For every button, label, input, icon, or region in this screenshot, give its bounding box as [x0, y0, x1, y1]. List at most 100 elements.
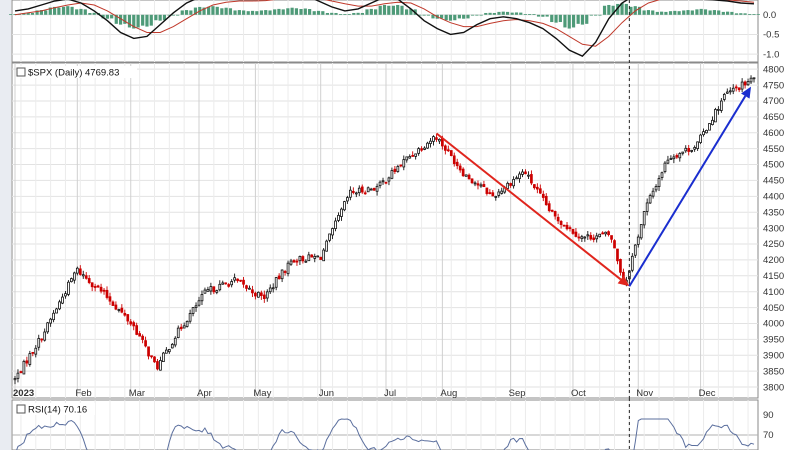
macd-histogram-bar	[396, 4, 400, 15]
candlestick	[506, 181, 510, 189]
macd-histogram-bar	[686, 10, 690, 15]
macd-histogram-bar	[756, 14, 760, 15]
candlestick	[354, 191, 358, 198]
macd-histogram-bar	[136, 14, 140, 28]
candlestick	[473, 181, 477, 187]
macd-histogram-bar	[39, 10, 43, 15]
macd-histogram-bar	[101, 14, 105, 19]
macd-histogram-bar	[497, 11, 501, 15]
macd-histogram-bar	[233, 10, 237, 15]
macd-axis-tick-label: -0.5	[763, 30, 779, 41]
candlestick	[58, 299, 61, 311]
macd-histogram-bar	[708, 10, 712, 15]
candlestick	[277, 273, 281, 280]
candlestick	[197, 296, 201, 307]
candlestick	[349, 186, 352, 201]
macd-histogram-bar	[717, 10, 721, 15]
macd-histogram-bar	[343, 14, 347, 15]
macd-histogram-bar	[110, 14, 114, 19]
macd-histogram-bar	[224, 7, 228, 15]
candlestick	[509, 182, 512, 188]
candlestick	[636, 234, 640, 248]
candlestick	[28, 350, 32, 367]
candlestick	[188, 309, 192, 324]
month-label: Sep	[509, 388, 526, 399]
month-label: Nov	[636, 388, 653, 399]
macd-histogram-bar	[35, 10, 39, 15]
price-axis-tick-label: 4500	[763, 160, 784, 171]
macd-histogram-bar	[48, 7, 52, 15]
macd-histogram-bar	[127, 14, 132, 28]
macd-histogram-bar	[589, 14, 593, 16]
macd-axis-tick-label: 0.0	[763, 10, 776, 21]
macd-histogram-bar	[620, 3, 624, 15]
candlestick	[544, 193, 548, 206]
candlestick	[233, 273, 236, 283]
macd-histogram-bar	[325, 12, 330, 15]
macd-histogram-bar	[571, 14, 576, 28]
candlestick	[162, 351, 165, 362]
candlestick	[432, 135, 435, 146]
candlestick	[458, 163, 462, 173]
price-axis-tick-label: 4250	[763, 239, 784, 250]
candlestick	[218, 280, 222, 292]
candlestick	[639, 224, 643, 240]
macd-histogram-bar	[616, 3, 620, 15]
macd-histogram-bar	[726, 11, 730, 15]
macd-histogram-bar	[563, 14, 567, 28]
candlestick	[251, 285, 254, 298]
candlestick	[443, 144, 447, 155]
down-trend-arrow	[435, 132, 630, 287]
candlestick	[135, 322, 139, 336]
candlestick	[150, 355, 153, 359]
macd-histogram-bar	[448, 14, 453, 21]
candlestick	[687, 144, 691, 156]
candlestick	[73, 271, 76, 284]
candlestick	[648, 193, 652, 204]
candlestick	[283, 269, 287, 276]
legend-marker	[16, 67, 26, 77]
macd-histogram-bar	[356, 12, 360, 15]
candlestick	[87, 275, 91, 285]
candlestick	[535, 183, 539, 194]
macd-histogram-bar	[211, 6, 215, 15]
candlestick	[423, 146, 426, 151]
macd-histogram-bar	[158, 14, 162, 21]
macd-histogram-bar	[629, 6, 633, 15]
candlestick	[310, 254, 314, 258]
macd-histogram-bar	[677, 11, 681, 15]
macd-histogram-bar	[536, 14, 541, 17]
macd-histogram-bar	[242, 10, 246, 15]
candlestick	[304, 259, 308, 263]
candlestick	[515, 175, 518, 180]
candlestick	[607, 230, 610, 237]
macd-histogram-bar	[268, 10, 272, 15]
candlestick	[147, 346, 150, 360]
candlestick	[414, 153, 418, 160]
candlestick	[254, 291, 257, 300]
macd-histogram-bar	[703, 9, 708, 15]
macd-histogram-bar	[360, 12, 365, 15]
macd-histogram-bar	[255, 11, 259, 15]
candlestick	[375, 183, 379, 196]
macd-panel: 0.0 -0.5 -1.0	[9, 0, 779, 63]
candlestick	[209, 282, 213, 295]
macd-histogram-bar	[391, 5, 395, 15]
candlestick	[533, 184, 536, 190]
candlestick	[485, 187, 489, 196]
candlestick	[633, 244, 637, 258]
macd-histogram-bar	[466, 14, 470, 19]
price-axis-tick-label: 3900	[763, 350, 784, 361]
month-label: Jul	[384, 388, 396, 399]
price-axis-tick-label: 4100	[763, 287, 784, 298]
macd-histogram-bar	[277, 8, 281, 15]
macd-histogram-bar	[637, 6, 642, 15]
candlestick	[334, 217, 337, 232]
candlestick	[257, 291, 260, 298]
candlestick	[702, 128, 705, 137]
macd-histogram-bar	[580, 14, 585, 25]
macd-histogram-bar	[83, 9, 87, 15]
macd-histogram-bar	[444, 14, 448, 21]
macd-histogram-bar	[162, 14, 167, 21]
